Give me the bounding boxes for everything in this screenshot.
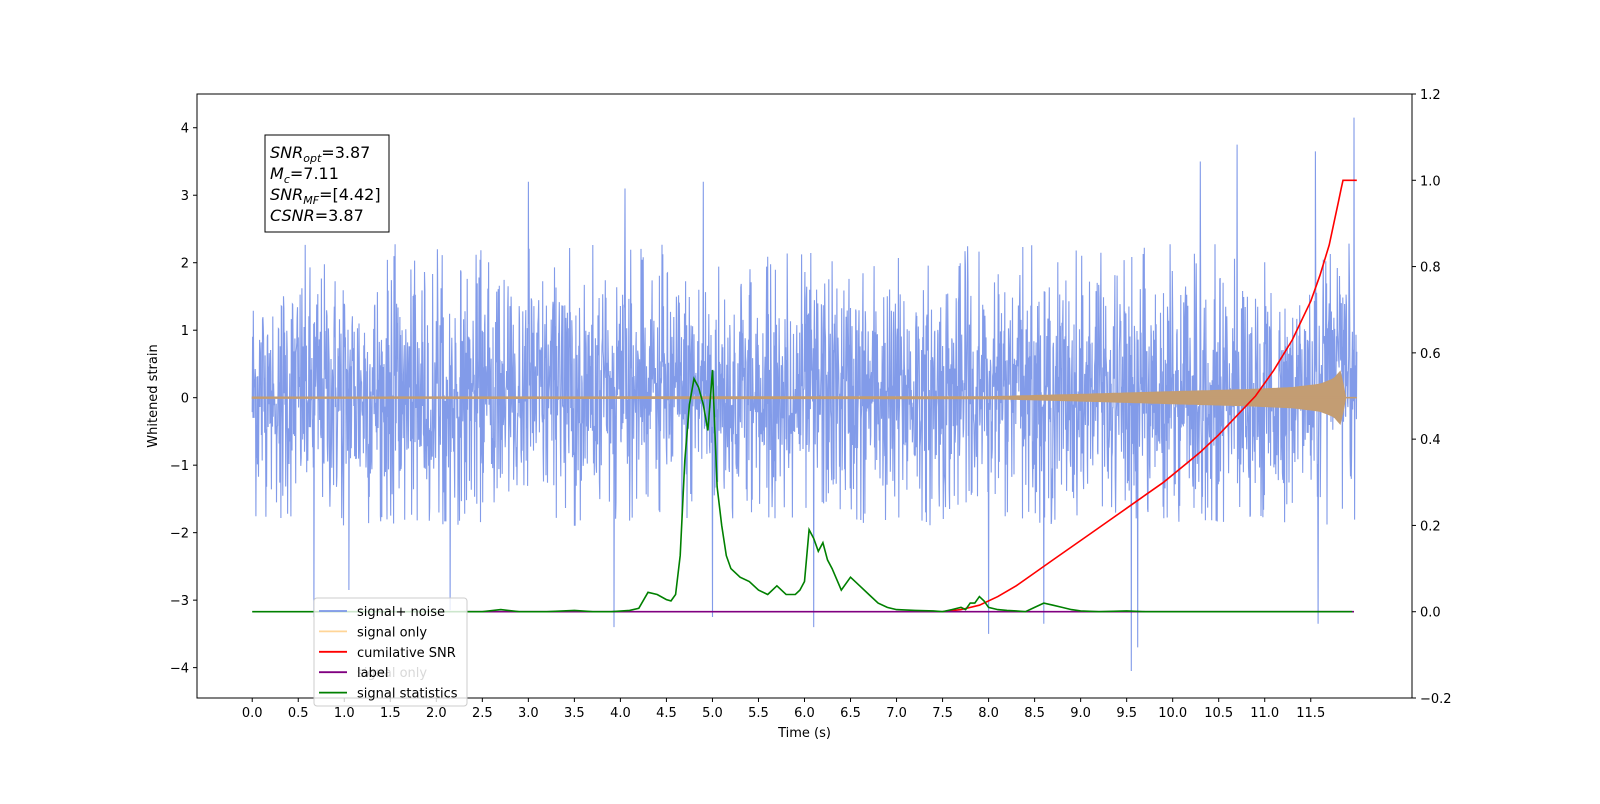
x-tick-label: 0.0 bbox=[242, 706, 263, 721]
annotation-mc: Mc=7.11 bbox=[270, 164, 339, 186]
x-tick-label: 5.0 bbox=[702, 706, 723, 721]
y2-tick-label: 0.4 bbox=[1420, 433, 1441, 448]
legend-ghost-label: signal only bbox=[357, 666, 427, 681]
signal-noise-line bbox=[251, 117, 1358, 672]
y-tick-label: −1 bbox=[170, 459, 189, 474]
x-tick-label: 11.0 bbox=[1250, 706, 1279, 721]
legend: signal+ noise signal only cumilative SNR si… bbox=[313, 597, 468, 707]
legend-label: signal only bbox=[357, 625, 427, 640]
x-tick-label: 2.0 bbox=[426, 706, 447, 721]
x-tick-label: 5.5 bbox=[748, 706, 769, 721]
x-axis: 0.0 0.5 1.0 1.5 2.0 2.5 3.0 3.5 4.0 4.5 5.0 5.5 6.0 6… bbox=[242, 698, 1325, 721]
x-tick-label: 2.5 bbox=[472, 706, 493, 721]
x-axis-label: Time (s) bbox=[777, 726, 831, 741]
x-tick-label: 1.5 bbox=[380, 706, 401, 721]
y-tick-label: 4 bbox=[181, 122, 189, 137]
y-axis-left: 4 3 2 1 0 −1 −2 −3 −4 bbox=[170, 122, 197, 677]
x-tick-label: 8.0 bbox=[978, 706, 999, 721]
annotation-snr-mf: SNRMF=[4.42] bbox=[270, 185, 381, 207]
y2-tick-label: 0.0 bbox=[1420, 606, 1441, 621]
y2-tick-label: −0.2 bbox=[1420, 692, 1452, 707]
y-tick-label: −4 bbox=[170, 662, 189, 677]
y-tick-label: 3 bbox=[181, 189, 189, 204]
cumilative-snr-line bbox=[942, 179, 1357, 613]
x-tick-label: 3.5 bbox=[564, 706, 585, 721]
x-tick-label: 9.0 bbox=[1070, 706, 1091, 721]
annotation-csnr: CSNR=3.87 bbox=[270, 206, 364, 225]
y2-tick-label: 0.2 bbox=[1420, 519, 1441, 534]
y2-tick-label: 0.8 bbox=[1420, 261, 1441, 276]
y-axis-label: Whitened strain bbox=[146, 344, 161, 447]
legend-label: label bbox=[357, 666, 388, 681]
x-tick-label: 3.0 bbox=[518, 706, 539, 721]
legend-label: signal+ noise bbox=[357, 605, 445, 620]
x-tick-label: 10.0 bbox=[1158, 706, 1187, 721]
y-tick-label: 2 bbox=[181, 257, 189, 272]
y-tick-label: −3 bbox=[170, 594, 189, 609]
annotation-box: SNRopt=3.87 Mc=7.11 SNRMF=[4.42] CSNR=3.… bbox=[264, 134, 390, 233]
x-tick-label: 0.5 bbox=[288, 706, 309, 721]
x-tick-label: 10.5 bbox=[1204, 706, 1233, 721]
y2-tick-label: 0.6 bbox=[1420, 347, 1441, 362]
y-tick-label: 0 bbox=[181, 392, 189, 407]
x-tick-label: 1.0 bbox=[334, 706, 355, 721]
x-tick-label: 6.0 bbox=[794, 706, 815, 721]
plot-area bbox=[251, 117, 1358, 672]
annotation-frame bbox=[264, 134, 390, 233]
x-tick-label: 7.5 bbox=[932, 706, 953, 721]
series-layer bbox=[252, 179, 1357, 613]
x-tick-label: 4.0 bbox=[610, 706, 631, 721]
signal-statistics-line bbox=[252, 370, 1353, 613]
signal-only-series bbox=[251, 370, 1357, 425]
annotation-snr-opt: SNRopt=3.87 bbox=[270, 143, 370, 165]
legend-frame bbox=[313, 597, 468, 707]
legend-label: signal statistics bbox=[357, 687, 458, 702]
x-tick-label: 8.5 bbox=[1024, 706, 1045, 721]
x-tick-label: 11.5 bbox=[1296, 706, 1325, 721]
y-tick-label: −2 bbox=[170, 527, 189, 542]
y2-tick-label: 1.2 bbox=[1420, 88, 1441, 103]
signal-noise-series bbox=[251, 117, 1358, 672]
y-axis-right: 1.2 1.0 0.8 0.6 0.4 0.2 0.0 −0.2 bbox=[1412, 88, 1452, 707]
x-tick-label: 6.5 bbox=[840, 706, 861, 721]
x-tick-label: 7.0 bbox=[886, 706, 907, 721]
y2-tick-label: 1.0 bbox=[1420, 174, 1441, 189]
legend-label: cumilative SNR bbox=[357, 646, 456, 661]
x-tick-label: 9.5 bbox=[1116, 706, 1137, 721]
y-tick-label: 1 bbox=[181, 324, 189, 339]
x-tick-label: 4.5 bbox=[656, 706, 677, 721]
